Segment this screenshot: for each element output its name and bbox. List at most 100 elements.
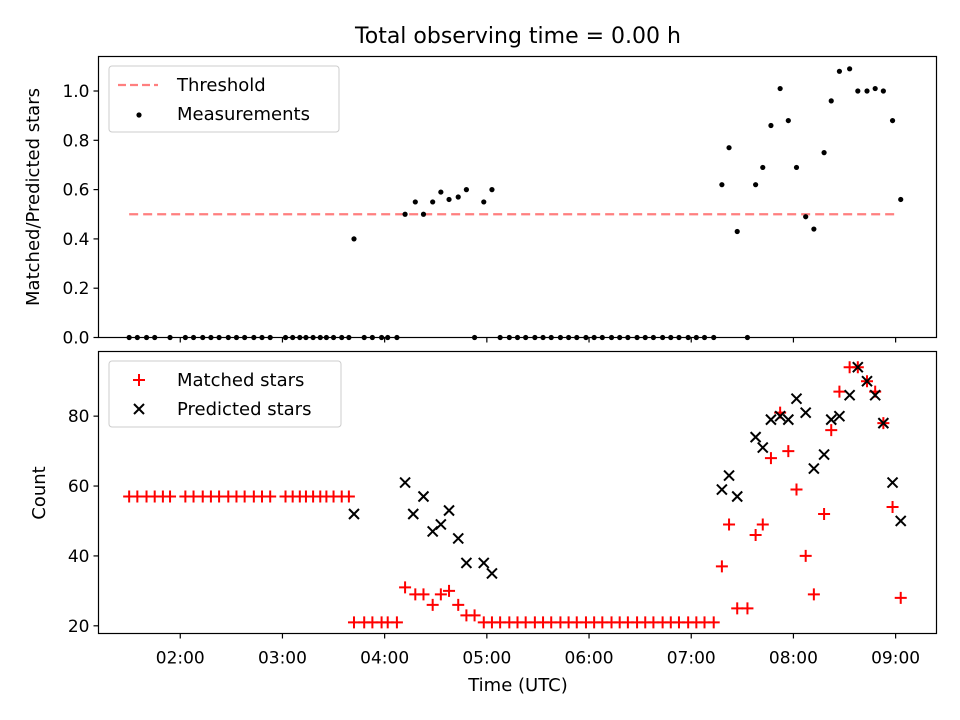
predicted-stars-point	[869, 389, 881, 401]
predicted-stars-point	[435, 518, 447, 531]
legend-matched-swatch	[133, 374, 145, 386]
predicted-stars-point	[723, 469, 735, 482]
matched-stars-point	[707, 616, 720, 629]
y-tick-label: 80	[68, 407, 90, 427]
matched-stars-point	[825, 424, 838, 437]
matched-stars-point	[894, 591, 907, 604]
matched-stars-point	[764, 452, 777, 465]
measurements-point	[821, 150, 827, 156]
y-tick-label: 0.6	[62, 181, 89, 201]
matched-stars-point	[452, 598, 465, 611]
predicted-stars-point	[790, 392, 803, 405]
predicted-stars-point	[731, 490, 743, 503]
x-tick-label: 07:00	[667, 649, 716, 669]
predicted-stars-point	[757, 441, 769, 454]
predicted-stars-point	[452, 532, 464, 545]
matched-stars-point	[164, 490, 177, 503]
predicted-stars-point	[348, 508, 360, 520]
matched-stars-point	[347, 616, 360, 629]
predicted-stars-point	[818, 448, 830, 461]
matched-stars-point	[799, 549, 812, 562]
predicted-stars-point	[417, 490, 430, 503]
measurements-point	[719, 182, 725, 188]
predicted-stars-point	[486, 567, 498, 580]
predicted-stars-point	[478, 557, 490, 569]
x-tick-label: 06:00	[565, 649, 614, 669]
x-tick-label: 09:00	[871, 649, 920, 669]
matched-stars-point	[264, 490, 277, 503]
predicted-stars-point	[407, 508, 419, 520]
measurements-point	[872, 85, 878, 92]
chart-title: Total observing time = 0.00 h	[354, 24, 681, 49]
lower-plot-frame	[97, 350, 938, 635]
x-tick-label: 02:00	[156, 649, 205, 669]
measurements-point	[880, 88, 886, 94]
matched-stars-point	[790, 483, 803, 496]
measurements-point	[811, 226, 817, 232]
predicted-stars-point	[843, 389, 856, 401]
measurements-point	[793, 164, 800, 171]
matched-stars-point	[756, 518, 769, 531]
matched-stars-point	[741, 602, 754, 615]
matched-stars-point	[818, 507, 831, 520]
matched-stars-point	[715, 560, 728, 573]
predicted-stars-point	[861, 375, 873, 387]
upper-legend: Threshold Measurements	[108, 65, 340, 133]
predicted-stars-point	[443, 504, 455, 517]
lower-plot-counts: 02:00 03:00 04:00 05:00 06:00 07:00 08:00 09:00…	[29, 350, 938, 696]
matched-stars-point	[723, 518, 736, 531]
legend-threshold-label: Threshold	[176, 75, 266, 96]
upper-plot-frame	[97, 55, 938, 339]
upper-plot-ratio: 0.0 0.2 0.4 0.6 0.8 1.0 Matched/Predicted sta…	[23, 55, 938, 349]
measurements-point	[726, 145, 732, 151]
measurements-point	[412, 199, 418, 205]
predicted-stars-point	[895, 515, 907, 527]
predicted-stars-point	[749, 431, 762, 443]
y-tick-label: 40	[68, 547, 90, 567]
matched-stars-point	[417, 588, 430, 601]
measurements-point	[828, 98, 834, 104]
matched-stars-point	[399, 581, 412, 594]
y-tick-label: 0.8	[62, 131, 89, 151]
measurements-point	[889, 117, 896, 124]
predicted-stars-point	[799, 406, 812, 419]
matched-stars-point	[468, 609, 481, 622]
matched-stars-point	[731, 602, 744, 615]
y-tick-label: 60	[68, 477, 90, 497]
legend-measurements-label: Measurements	[177, 104, 310, 125]
x-tick-label: 08:00	[769, 649, 818, 669]
measurements-point	[855, 88, 861, 94]
predicted-stars-point	[808, 462, 820, 475]
lower-legend: Matched stars Predicted stars	[108, 360, 342, 428]
upper-y-axis-label: Matched/Predicted stars	[23, 88, 44, 306]
y-tick-label: 0.2	[62, 279, 89, 299]
measurements-point	[785, 117, 791, 124]
measurements-point	[847, 66, 853, 72]
matched-stars-point	[807, 588, 820, 601]
measurements-point	[455, 194, 461, 200]
measurements-point	[489, 187, 495, 193]
measurements-point	[760, 164, 766, 171]
measurements-point	[351, 236, 357, 242]
predicted-stars-point	[833, 410, 846, 422]
matched-stars-point	[833, 385, 846, 398]
predicted-stars-point	[782, 413, 795, 426]
predicted-stars-point	[774, 410, 786, 422]
matched-stars-point	[342, 490, 355, 503]
measurements-point	[777, 85, 783, 92]
matched-stars-point	[443, 584, 456, 597]
predicted-stars-point	[825, 413, 837, 426]
legend-measurements-swatch	[136, 112, 142, 118]
measurements-point	[753, 182, 759, 188]
matched-stars-point	[749, 528, 762, 541]
predicted-stars-point	[460, 557, 473, 569]
predicted-stars-point	[765, 413, 777, 426]
predicted-stars-point	[852, 361, 864, 373]
legend-predicted-swatch	[133, 403, 145, 415]
matched-stars-point	[434, 588, 447, 601]
y-tick-label: 0.0	[62, 329, 89, 349]
x-tick-label: 03:00	[258, 649, 307, 669]
x-tick-label: 05:00	[462, 649, 511, 669]
legend-predicted-label: Predicted stars	[177, 399, 311, 420]
measurements-point	[446, 196, 452, 203]
